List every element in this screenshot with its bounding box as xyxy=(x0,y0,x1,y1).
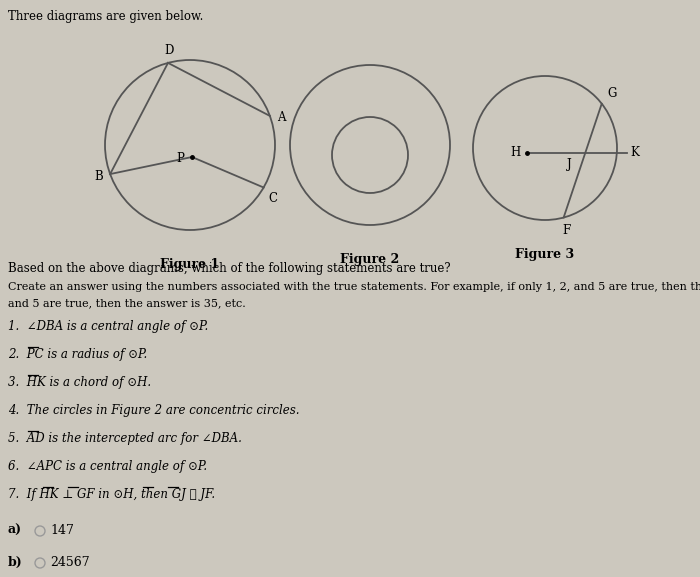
Text: P: P xyxy=(176,152,184,166)
Text: 4.  The circles in Figure 2 are concentric circles.: 4. The circles in Figure 2 are concentri… xyxy=(8,404,300,417)
Text: Figure 1: Figure 1 xyxy=(160,258,220,271)
Text: 2.  PC is a radius of ⊙P.: 2. PC is a radius of ⊙P. xyxy=(8,348,147,361)
Text: and 5 are true, then the answer is 35, etc.: and 5 are true, then the answer is 35, e… xyxy=(8,298,246,308)
Text: K: K xyxy=(630,147,639,159)
Text: 24567: 24567 xyxy=(50,556,90,569)
Text: 3.  HK is a chord of ⊙H.: 3. HK is a chord of ⊙H. xyxy=(8,376,151,389)
Text: 147: 147 xyxy=(50,524,74,537)
Text: H: H xyxy=(511,147,521,159)
Text: a): a) xyxy=(8,524,22,537)
Text: Figure 2: Figure 2 xyxy=(340,253,400,266)
Text: Three diagrams are given below.: Three diagrams are given below. xyxy=(8,10,204,23)
Text: A: A xyxy=(277,111,286,125)
Text: Create an answer using the numbers associated with the true statements. For exam: Create an answer using the numbers assoc… xyxy=(8,282,700,292)
Text: 1.  ∠DBA is a central angle of ⊙P.: 1. ∠DBA is a central angle of ⊙P. xyxy=(8,320,209,333)
Text: b): b) xyxy=(8,556,22,569)
Text: Figure 3: Figure 3 xyxy=(515,248,575,261)
Text: 6.  ∠APC is a central angle of ⊙P.: 6. ∠APC is a central angle of ⊙P. xyxy=(8,460,207,473)
Text: G: G xyxy=(608,87,617,100)
Text: C: C xyxy=(269,192,278,204)
Text: F: F xyxy=(563,223,570,237)
Text: D: D xyxy=(164,44,174,57)
Text: J: J xyxy=(568,158,572,171)
Text: B: B xyxy=(94,170,103,182)
Text: 5.  AD is the intercepted arc for ∠DBA.: 5. AD is the intercepted arc for ∠DBA. xyxy=(8,432,242,445)
Text: Based on the above diagrams, which of the following statements are true?: Based on the above diagrams, which of th… xyxy=(8,262,451,275)
Text: 7.  If HK ⊥ GF in ⊙H, then GJ ≅ JF.: 7. If HK ⊥ GF in ⊙H, then GJ ≅ JF. xyxy=(8,488,215,501)
